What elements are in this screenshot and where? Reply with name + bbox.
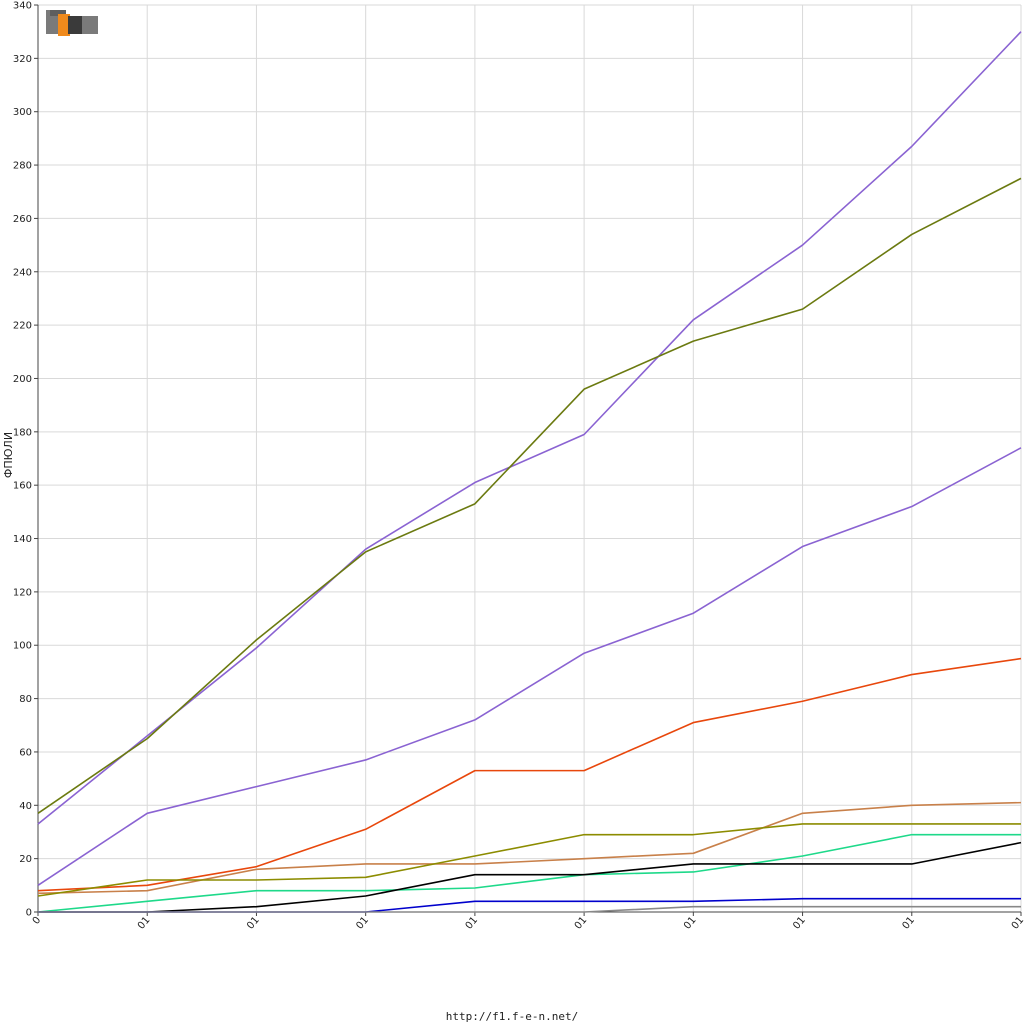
series-line-6 — [37, 823, 1021, 897]
x-tick-label: 01 — [464, 915, 481, 932]
y-tick-label: 60 — [19, 747, 32, 758]
y-tick-label: 200 — [13, 374, 32, 385]
series-line-8 — [38, 841, 1022, 913]
y-tick-label: 140 — [13, 534, 32, 545]
logo — [46, 8, 100, 36]
y-tick-label: 260 — [13, 214, 32, 225]
y-tick-label: 340 — [13, 1, 32, 12]
y-tick-label: 40 — [19, 801, 32, 812]
x-tick-label: 01 — [682, 915, 699, 932]
y-tick-label: 300 — [13, 107, 32, 118]
series-line-10 — [38, 905, 1021, 913]
footer-url[interactable]: http://f1.f-e-n.net/ — [445, 1010, 579, 1023]
y-axis-ticks: 0 20 40 60 80 100 120 140 160 180 200 220 240 260 280 3… — [13, 1, 38, 919]
series-line-1 — [37, 31, 1022, 825]
y-tick-label: 220 — [13, 321, 32, 332]
y-tick-label: 240 — [13, 267, 32, 278]
y-tick-label: 20 — [19, 854, 32, 865]
y-axis-title: ФПЮЛИ — [2, 432, 15, 478]
x-tick-label: 01 — [791, 915, 808, 932]
chart-grid — [38, 4, 1022, 912]
y-tick-label: 180 — [13, 427, 32, 438]
x-tick-label: 01 — [573, 915, 590, 932]
x-tick-label: 01 — [1010, 915, 1024, 932]
series-line-4 — [37, 657, 1022, 892]
x-tick-label: 01 — [136, 915, 153, 932]
y-tick-label: 280 — [13, 161, 32, 172]
x-axis-ticks: 0 01 01 01 01 01 01 01 01 01 — [31, 912, 1024, 932]
x-tick-label: 01 — [245, 915, 262, 932]
x-tick-label: 01 — [900, 915, 917, 932]
chart-series — [37, 31, 1022, 913]
y-tick-label: 160 — [13, 481, 32, 492]
y-tick-label: 120 — [13, 587, 32, 598]
y-tick-label: 100 — [13, 641, 32, 652]
logo-graphic — [46, 10, 98, 36]
series-line-3 — [37, 447, 1022, 886]
y-tick-label: 320 — [13, 54, 32, 65]
series-line-2 — [37, 177, 1022, 814]
x-tick-label: 0 — [31, 915, 44, 927]
y-tick-label: 0 — [26, 908, 32, 919]
x-tick-label: 01 — [354, 915, 371, 932]
series-line-7 — [37, 833, 1021, 913]
y-tick-label: 80 — [19, 694, 32, 705]
